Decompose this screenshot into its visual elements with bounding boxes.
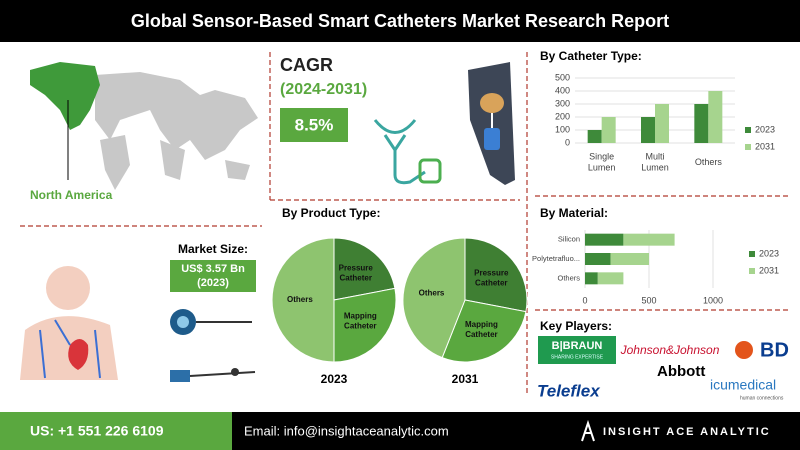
- pie-title: 2031: [452, 372, 479, 386]
- y-tick-label: 100: [555, 124, 570, 134]
- bar: [585, 272, 598, 285]
- brand-icon: [581, 419, 595, 442]
- y-tick-label: 200: [555, 111, 570, 121]
- slice-label: Mapping Catheter: [465, 320, 498, 339]
- cagr-period: (2024-2031): [280, 81, 367, 98]
- logo: B|BRAUN: [552, 340, 603, 352]
- section-title: By Product Type:: [282, 206, 380, 220]
- footer-brand: INSIGHT ACE ANALYTIC: [603, 426, 771, 438]
- x-tick-label: Multi Lumen: [641, 152, 669, 173]
- x-tick-label: 1000: [703, 295, 723, 305]
- legend-swatch: [749, 268, 755, 274]
- y-tick-label: 300: [555, 98, 570, 108]
- pie-slice: [402, 237, 466, 359]
- slice-label: Pressure Catheter: [339, 264, 374, 283]
- bar: [610, 253, 649, 265]
- title: Global Sensor-Based Smart Catheters Mark…: [131, 11, 669, 31]
- slice-label: Mapping Catheter: [344, 312, 377, 331]
- pie-slice: [333, 237, 396, 301]
- catheter-icon: [373, 119, 442, 185]
- region-label: North America: [30, 188, 113, 202]
- y-tick-label: 400: [555, 85, 570, 95]
- bar: [641, 117, 655, 143]
- bar: [655, 104, 669, 143]
- y-tick-label: Others: [557, 273, 580, 282]
- legend-label: 2023: [759, 248, 779, 258]
- x-tick-label: 0: [582, 295, 587, 305]
- bar: [623, 233, 675, 246]
- bar: [694, 104, 709, 143]
- market-size-value: US$ 3.57 Bn: [181, 263, 245, 275]
- slice-label: Others: [287, 295, 313, 304]
- y-tick-label: 0: [565, 137, 570, 147]
- world-map: [30, 62, 258, 190]
- pie-slice: [441, 299, 527, 363]
- x-tick-label: 500: [641, 295, 656, 305]
- pie-slice: [271, 237, 335, 363]
- bar: [587, 130, 602, 143]
- footer-phone-box: [0, 412, 232, 450]
- y-tick-label: Silicon: [558, 235, 580, 244]
- cagr-box: [280, 108, 348, 142]
- market-size-year: (2023): [197, 277, 229, 289]
- logo-mark: [735, 341, 753, 359]
- legend-label: 2031: [755, 141, 775, 151]
- slice-label: Others: [419, 289, 445, 298]
- section-title: Key Players:: [540, 319, 612, 333]
- legend-label: 2023: [755, 124, 775, 134]
- bar: [585, 233, 624, 246]
- logo: icumedical: [710, 377, 776, 393]
- bar: [708, 91, 723, 143]
- section-title: By Material:: [540, 206, 608, 220]
- cagr-value: 8.5%: [295, 115, 334, 134]
- logo: BD: [760, 339, 789, 361]
- footer-email: Email: info@insightaceanalytic.com: [244, 423, 449, 438]
- footer-bar: [232, 412, 800, 450]
- logo: Johnson&Johnson: [620, 343, 720, 357]
- bar: [597, 272, 624, 285]
- logo: Teleflex: [537, 381, 601, 400]
- bar: [585, 253, 611, 265]
- market-size-label: Market Size:: [178, 242, 248, 256]
- legend-label: 2031: [759, 265, 779, 275]
- x-tick-label: Others: [695, 157, 723, 167]
- logo-box: [538, 336, 616, 364]
- logo: Abbott: [657, 363, 705, 380]
- device-illustration: [170, 309, 256, 382]
- pie-title: 2023: [321, 372, 348, 386]
- bar: [601, 117, 616, 143]
- y-tick-label: Polytetrafluo...: [532, 254, 580, 263]
- legend-swatch: [745, 127, 751, 133]
- y-tick-label: 500: [555, 72, 570, 82]
- legend-swatch: [749, 251, 755, 257]
- legend-swatch: [745, 144, 751, 150]
- section-title: By Catheter Type:: [540, 49, 642, 63]
- cagr-label: CAGR: [280, 55, 333, 75]
- logo-tagline: SHARING EXPERTISE: [551, 354, 604, 360]
- slice-label: Pressure Catheter: [474, 268, 509, 287]
- pie-slice: [333, 287, 397, 363]
- x-tick-label: Single Lumen: [588, 152, 616, 173]
- header-bar: [0, 0, 800, 42]
- market-size-box: [170, 260, 256, 292]
- logo-tagline: human connections: [740, 395, 784, 401]
- anatomy-image: [468, 62, 515, 185]
- body-illustration: [20, 266, 118, 380]
- footer-phone: US: +1 551 226 6109: [30, 423, 164, 439]
- pie-slice: [464, 237, 528, 313]
